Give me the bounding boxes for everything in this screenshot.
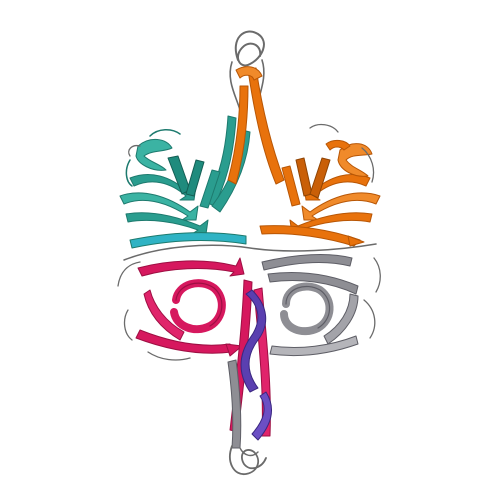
bottom-stalk-loop [229, 445, 267, 475]
middle-linker-coils [117, 243, 381, 293]
lower-right-domain-gray [267, 272, 376, 356]
upper-right-domain-orange [227, 66, 381, 247]
lower-stalk-purple-strands [227, 289, 273, 449]
upper-left-domain-teal [119, 115, 251, 249]
